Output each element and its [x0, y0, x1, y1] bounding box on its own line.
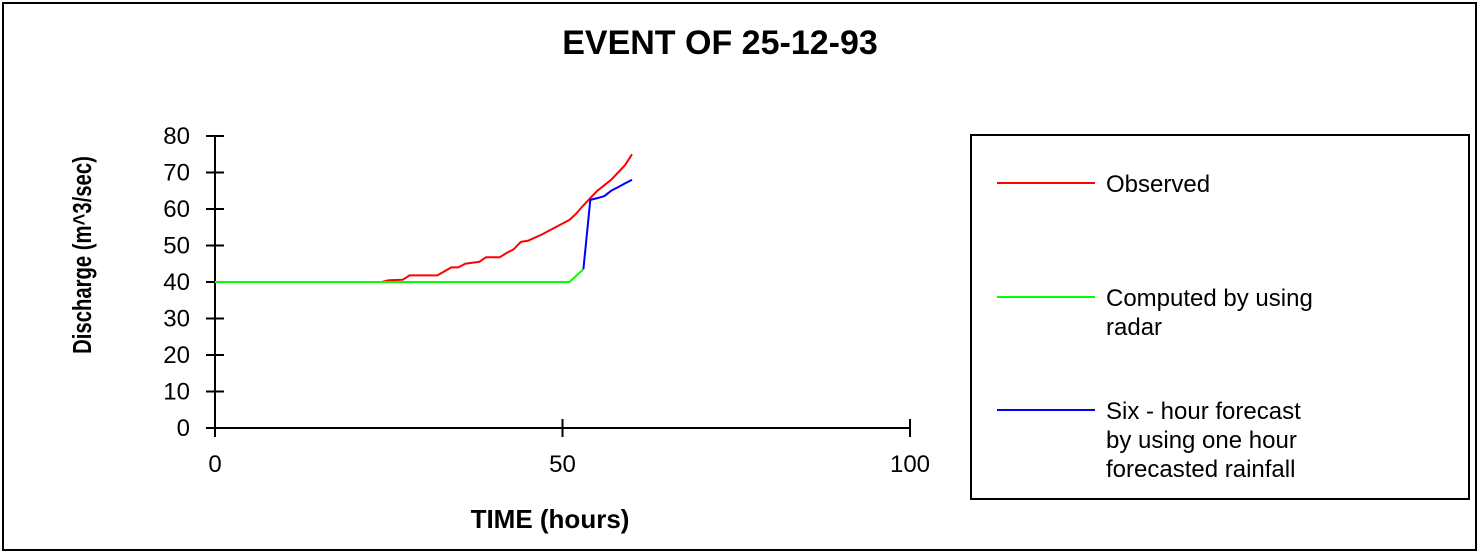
series-line-2 [215, 268, 585, 283]
y-tick-label: 80 [163, 123, 190, 150]
legend-box [970, 134, 1470, 500]
y-tick-label: 20 [163, 342, 190, 369]
y-tick-label: 60 [163, 196, 190, 223]
y-tick-label: 10 [163, 379, 190, 406]
legend-label: Six - hour forecast [1106, 398, 1301, 425]
series-line-1 [215, 153, 633, 283]
y-tick-label: 40 [163, 269, 190, 296]
series-layer [215, 153, 633, 283]
x-tick-label: 100 [890, 451, 930, 478]
y-tick-label: 50 [163, 233, 190, 260]
axes: 0 10 20 30 40 50 60 70 80 0 50 100 [163, 123, 930, 478]
legend-label: Observed [1106, 171, 1210, 198]
y-tick-label: 0 [177, 415, 190, 442]
x-tick-label: 0 [208, 451, 221, 478]
legend-label: forecasted rainfall [1106, 456, 1295, 483]
x-axis-label: TIME (hours) [471, 504, 630, 534]
series-line-3 [582, 178, 633, 270]
legend-label: by using one hour [1106, 427, 1297, 454]
y-axis-label: Discharge (m^3/sec) [68, 156, 97, 354]
legend-label: Computed by using [1106, 285, 1313, 312]
y-tick-label: 30 [163, 306, 190, 333]
legend-label: radar [1106, 314, 1162, 341]
y-tick-label: 70 [163, 160, 190, 187]
chart-title: EVENT OF 25-12-93 [562, 24, 878, 62]
x-tick-label: 50 [549, 451, 576, 478]
